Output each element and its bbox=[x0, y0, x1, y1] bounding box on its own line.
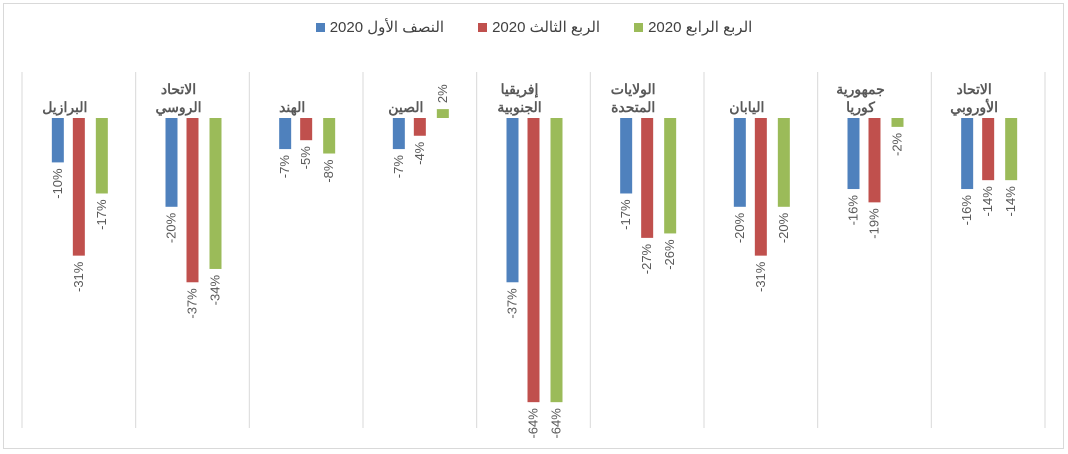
bar bbox=[982, 118, 995, 181]
data-label: -8% bbox=[321, 159, 336, 183]
legend-item: الربع الرابع 2020 bbox=[634, 18, 752, 36]
bar bbox=[51, 118, 64, 163]
bar bbox=[506, 118, 519, 283]
bar bbox=[1005, 118, 1018, 181]
data-label: -17% bbox=[618, 199, 633, 230]
data-label: 2% bbox=[435, 84, 450, 103]
category-label: الاتحاد bbox=[957, 81, 992, 97]
data-label: -2% bbox=[890, 132, 905, 156]
bar bbox=[550, 118, 563, 403]
data-label: -16% bbox=[959, 195, 974, 226]
bar bbox=[891, 118, 904, 127]
bar bbox=[641, 118, 654, 238]
data-label: -20% bbox=[776, 212, 791, 243]
bar bbox=[847, 118, 860, 190]
bar bbox=[436, 109, 449, 118]
data-label: -37% bbox=[505, 288, 520, 319]
data-label: -64% bbox=[526, 408, 541, 439]
legend-swatch bbox=[478, 22, 488, 32]
legend-label: الربع الثالث 2020 bbox=[492, 19, 601, 36]
bar bbox=[868, 118, 881, 203]
category-label: الروسي bbox=[155, 99, 201, 116]
data-label: -26% bbox=[662, 239, 677, 270]
data-label: -17% bbox=[94, 199, 109, 230]
bar bbox=[209, 118, 222, 269]
bar bbox=[300, 118, 313, 141]
data-label: -34% bbox=[208, 275, 223, 306]
category-label: كوريا bbox=[846, 99, 875, 116]
bar bbox=[620, 118, 633, 194]
bar bbox=[323, 118, 336, 154]
data-label: -31% bbox=[71, 261, 86, 292]
category-label: إفريقيا bbox=[501, 81, 539, 99]
data-label: -37% bbox=[185, 288, 200, 319]
bar bbox=[72, 118, 85, 256]
bar bbox=[165, 118, 178, 207]
category-label: الأوروبي bbox=[950, 98, 998, 116]
data-label: -7% bbox=[391, 155, 406, 179]
legend-label: الربع الرابع 2020 bbox=[648, 19, 753, 36]
category-label: الجنوبية bbox=[497, 99, 541, 116]
bar bbox=[961, 118, 974, 190]
category-label: المتحدة bbox=[611, 99, 655, 115]
bar bbox=[733, 118, 746, 207]
data-label: -20% bbox=[164, 212, 179, 243]
category-label: اليابان bbox=[729, 99, 764, 115]
data-label: -4% bbox=[412, 141, 427, 165]
bar bbox=[664, 118, 677, 234]
data-label: -27% bbox=[639, 243, 654, 274]
data-label: -14% bbox=[1003, 186, 1018, 217]
data-label: -5% bbox=[298, 146, 313, 170]
legend-swatch bbox=[315, 22, 325, 32]
bar bbox=[527, 118, 540, 403]
data-label: -19% bbox=[867, 208, 882, 239]
data-label: -64% bbox=[549, 408, 564, 439]
category-label: جمهورية bbox=[836, 81, 885, 98]
bar bbox=[413, 118, 426, 136]
category-label: الاتحاد bbox=[161, 81, 196, 97]
data-label: -31% bbox=[753, 261, 768, 292]
data-label: -7% bbox=[277, 155, 292, 179]
bar bbox=[392, 118, 405, 150]
category-label: الهند bbox=[279, 99, 305, 116]
legend-item: النصف الأول 2020 bbox=[315, 18, 445, 36]
chart-frame bbox=[3, 3, 1064, 449]
category-label: الولايات bbox=[611, 81, 656, 98]
data-label: -14% bbox=[980, 186, 995, 217]
category-label: البرازيل bbox=[42, 99, 87, 116]
legend-label: النصف الأول 2020 bbox=[329, 19, 445, 36]
data-label: -10% bbox=[50, 168, 65, 199]
data-label: -16% bbox=[846, 195, 861, 226]
bar bbox=[754, 118, 767, 256]
bar bbox=[95, 118, 108, 194]
legend: الربع الرابع 2020 الربع الثالث 2020 النصف … bbox=[0, 18, 1068, 36]
bar bbox=[279, 118, 292, 150]
bar bbox=[186, 118, 199, 283]
legend-swatch bbox=[634, 22, 644, 32]
bar bbox=[777, 118, 790, 207]
data-label: -20% bbox=[732, 212, 747, 243]
legend-item: الربع الثالث 2020 bbox=[478, 18, 600, 36]
category-label: الصين bbox=[388, 99, 423, 116]
